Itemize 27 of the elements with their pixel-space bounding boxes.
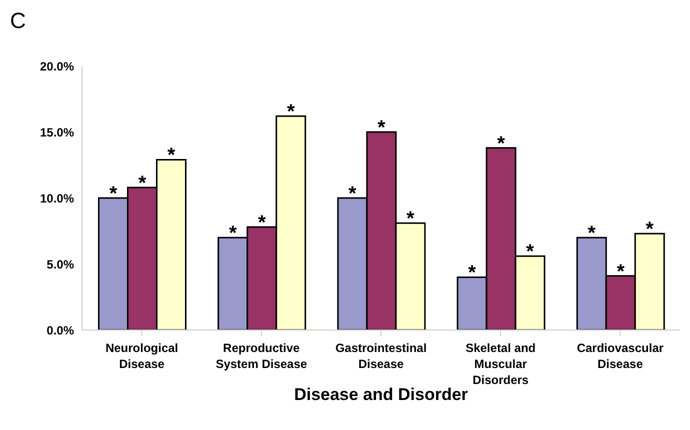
text: C [10,8,26,34]
y-tick-label: 15.0% [40,125,74,140]
data-label: * [109,183,118,205]
data-label: * [588,222,596,245]
data-label: * [497,132,506,155]
x-tick-label: Cardiovascular Disease [576,341,664,371]
x-axis-title: Disease and Disorder [294,385,468,404]
data-label: * [258,212,266,234]
data-label: * [526,241,534,264]
y-tick-label: 10.0% [40,191,74,206]
x-tick-label: Reproductive System Disease [216,341,308,371]
data-label: * [228,222,237,245]
data-label: * [167,144,176,167]
x-tick-label: Neurological Disease [105,341,178,371]
x-tick-label: Gastrointestinal Disease [335,341,427,371]
data-label: * [348,183,357,205]
x-tick-label: Skeletal and Muscular Disorders [466,341,536,387]
data-label: * [646,218,654,241]
data-label: * [616,260,625,283]
data-label: * [138,172,146,194]
y-tick-label: 0.0% [46,323,74,338]
data-label: * [286,101,295,124]
data-label: * [406,208,415,230]
y-tick-label: 20.0% [40,59,74,74]
y-tick-label: 5.0% [46,257,74,272]
data-label: * [378,117,386,139]
data-label: * [468,262,476,284]
